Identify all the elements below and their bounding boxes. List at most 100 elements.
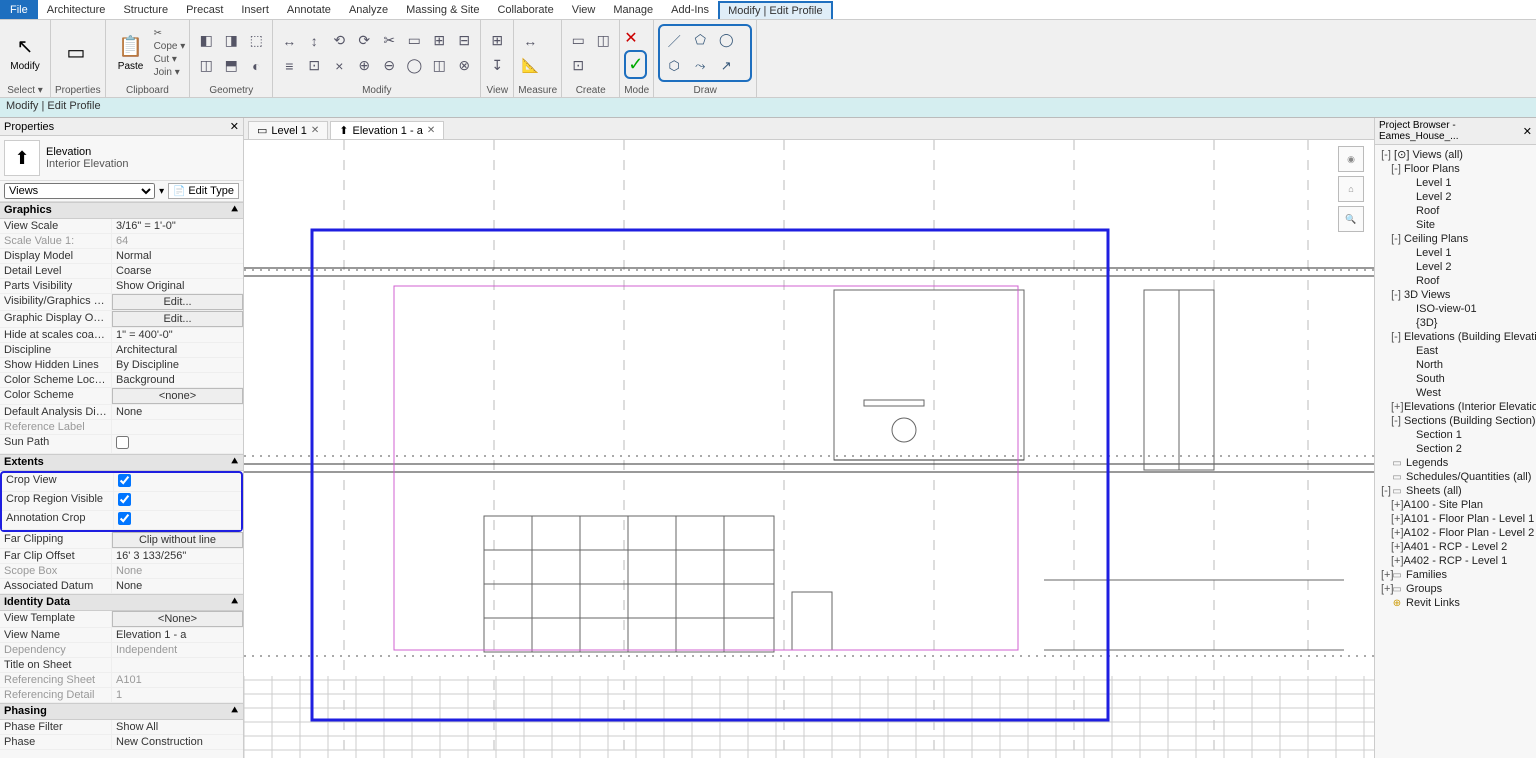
- ribbon-small-button[interactable]: Cope ▾: [154, 41, 186, 52]
- tree-node[interactable]: ▭ Legends: [1377, 456, 1534, 470]
- prop-row[interactable]: Graphic Display OptionsEdit...: [0, 311, 243, 328]
- tree-node[interactable]: [+] A401 - RCP - Level 2: [1377, 540, 1534, 554]
- tree-node[interactable]: [-] Ceiling Plans: [1377, 232, 1534, 246]
- ribbon-tool-button[interactable]: ◧: [194, 29, 218, 53]
- ribbon-tool-button[interactable]: ◫: [591, 29, 615, 53]
- close-tab-icon[interactable]: ✕: [311, 125, 319, 136]
- prop-value[interactable]: Normal: [112, 249, 243, 263]
- prop-value[interactable]: [114, 473, 241, 491]
- tree-node[interactable]: South: [1377, 372, 1534, 386]
- edit-type-button[interactable]: 📄 Edit Type: [168, 183, 239, 199]
- tree-node[interactable]: [+]▭ Groups: [1377, 582, 1534, 596]
- expand-icon[interactable]: [-]: [1391, 163, 1401, 175]
- ribbon-small-button[interactable]: Join ▾: [154, 67, 186, 78]
- tree-node[interactable]: Roof: [1377, 204, 1534, 218]
- menu-insert[interactable]: Insert: [232, 1, 278, 19]
- ribbon-tool-button[interactable]: ⊖: [377, 54, 401, 78]
- file-menu[interactable]: File: [0, 0, 38, 19]
- expand-icon[interactable]: [-]: [1381, 485, 1391, 497]
- ribbon-tool-button[interactable]: ⟳: [352, 29, 376, 53]
- prop-row[interactable]: Color Scheme LocationBackground: [0, 373, 243, 388]
- prop-value[interactable]: 3/16" = 1'-0": [112, 219, 243, 233]
- prop-row[interactable]: Sun Path: [0, 435, 243, 454]
- finish-edit-button[interactable]: ✓: [628, 54, 643, 75]
- ribbon-tool-button[interactable]: ⊡: [566, 54, 590, 78]
- tree-node[interactable]: [+]▭ Families: [1377, 568, 1534, 582]
- menu-analyze[interactable]: Analyze: [340, 1, 397, 19]
- ribbon-tool-button[interactable]: 📐: [518, 54, 542, 78]
- tree-node[interactable]: [+] Elevations (Interior Elevation): [1377, 400, 1534, 414]
- ribbon-properties-button[interactable]: ▭: [55, 25, 97, 81]
- expand-icon[interactable]: [+]: [1391, 541, 1401, 553]
- expand-icon[interactable]: [+]: [1381, 569, 1391, 581]
- ribbon-tool-button[interactable]: ⊞: [427, 29, 451, 53]
- prop-group-identity-data[interactable]: Identity Data⯅: [0, 594, 243, 611]
- prop-value[interactable]: Elevation 1 - a: [112, 628, 243, 642]
- prop-value[interactable]: [114, 511, 241, 529]
- expand-icon[interactable]: [-]: [1391, 331, 1401, 343]
- ribbon-tool-button[interactable]: ⊡: [302, 54, 326, 78]
- prop-value[interactable]: Clip without line: [112, 532, 243, 548]
- prop-row[interactable]: Show Hidden LinesBy Discipline: [0, 358, 243, 373]
- menu-architecture[interactable]: Architecture: [38, 1, 115, 19]
- prop-row[interactable]: Color Scheme<none>: [0, 388, 243, 405]
- menu-modify-edit-profile[interactable]: Modify | Edit Profile: [718, 1, 833, 19]
- prop-value[interactable]: [114, 492, 241, 510]
- prop-value[interactable]: 64: [112, 234, 243, 248]
- tree-node[interactable]: West: [1377, 386, 1534, 400]
- prop-group-phasing[interactable]: Phasing⯅: [0, 703, 243, 720]
- tree-node[interactable]: [-] [⊙] Views (all): [1377, 147, 1534, 162]
- drawing-canvas[interactable]: ◉ ⌂ 🔍: [244, 140, 1374, 758]
- draw-tool-button[interactable]: ↗: [714, 54, 738, 78]
- prop-value[interactable]: 1: [112, 688, 243, 702]
- prop-value[interactable]: Coarse: [112, 264, 243, 278]
- draw-tool-button[interactable]: ⬡: [662, 54, 686, 78]
- tree-node[interactable]: [-] Sections (Building Section): [1377, 414, 1534, 428]
- ribbon-tool-button[interactable]: ⊞: [485, 29, 509, 53]
- prop-row[interactable]: View Scale3/16" = 1'-0": [0, 219, 243, 234]
- prop-row[interactable]: Crop Region Visible: [2, 492, 241, 511]
- ribbon-tool-button[interactable]: ◨: [219, 29, 243, 53]
- prop-value[interactable]: <none>: [112, 388, 243, 404]
- tree-node[interactable]: [-] Floor Plans: [1377, 162, 1534, 176]
- tree-node[interactable]: East: [1377, 344, 1534, 358]
- ribbon-tool-button[interactable]: ↧: [485, 54, 509, 78]
- prop-value[interactable]: New Construction: [112, 735, 243, 749]
- type-selector[interactable]: ⬆ Elevation Interior Elevation: [0, 136, 243, 181]
- prop-value[interactable]: None: [112, 579, 243, 593]
- prop-row[interactable]: Referencing SheetA101: [0, 673, 243, 688]
- prop-value[interactable]: <None>: [112, 611, 243, 627]
- tree-node[interactable]: Site: [1377, 218, 1534, 232]
- tree-node[interactable]: [+] A100 - Site Plan: [1377, 498, 1534, 512]
- prop-row[interactable]: Display ModelNormal: [0, 249, 243, 264]
- expand-icon[interactable]: [+]: [1391, 401, 1401, 413]
- ribbon-small-button[interactable]: Cut ▾: [154, 54, 186, 65]
- draw-tool-button[interactable]: ／: [662, 28, 686, 52]
- ribbon-tool-button[interactable]: ⟲: [327, 29, 351, 53]
- menu-collaborate[interactable]: Collaborate: [488, 1, 562, 19]
- ribbon-tool-button[interactable]: ⬒: [219, 54, 243, 78]
- prop-value[interactable]: Independent: [112, 643, 243, 657]
- ribbon-modify-button[interactable]: ↖Modify: [4, 25, 46, 81]
- home-icon[interactable]: ⌂: [1338, 176, 1364, 202]
- prop-value[interactable]: Architectural: [112, 343, 243, 357]
- prop-row[interactable]: View Template<None>: [0, 611, 243, 628]
- expand-icon[interactable]: [-]: [1391, 233, 1401, 245]
- prop-value[interactable]: Background: [112, 373, 243, 387]
- ribbon-tool-button[interactable]: ◫: [427, 54, 451, 78]
- prop-value[interactable]: [112, 420, 243, 434]
- expand-icon[interactable]: [+]: [1391, 499, 1401, 511]
- prop-row[interactable]: Annotation Crop: [2, 511, 241, 530]
- expand-icon[interactable]: [+]: [1391, 513, 1401, 525]
- view-tab[interactable]: ▭Level 1✕: [248, 121, 328, 139]
- expand-icon[interactable]: [-]: [1391, 415, 1401, 427]
- prop-value[interactable]: [112, 435, 243, 453]
- prop-row[interactable]: Title on Sheet: [0, 658, 243, 673]
- prop-value[interactable]: Edit...: [112, 311, 243, 327]
- tree-node[interactable]: [+] A102 - Floor Plan - Level 2: [1377, 526, 1534, 540]
- tree-node[interactable]: Level 2: [1377, 260, 1534, 274]
- tree-node[interactable]: Level 1: [1377, 176, 1534, 190]
- tree-node[interactable]: [+] A101 - Floor Plan - Level 1: [1377, 512, 1534, 526]
- ribbon-tool-button[interactable]: ↔: [277, 29, 301, 53]
- expand-icon[interactable]: [-]: [1391, 289, 1401, 301]
